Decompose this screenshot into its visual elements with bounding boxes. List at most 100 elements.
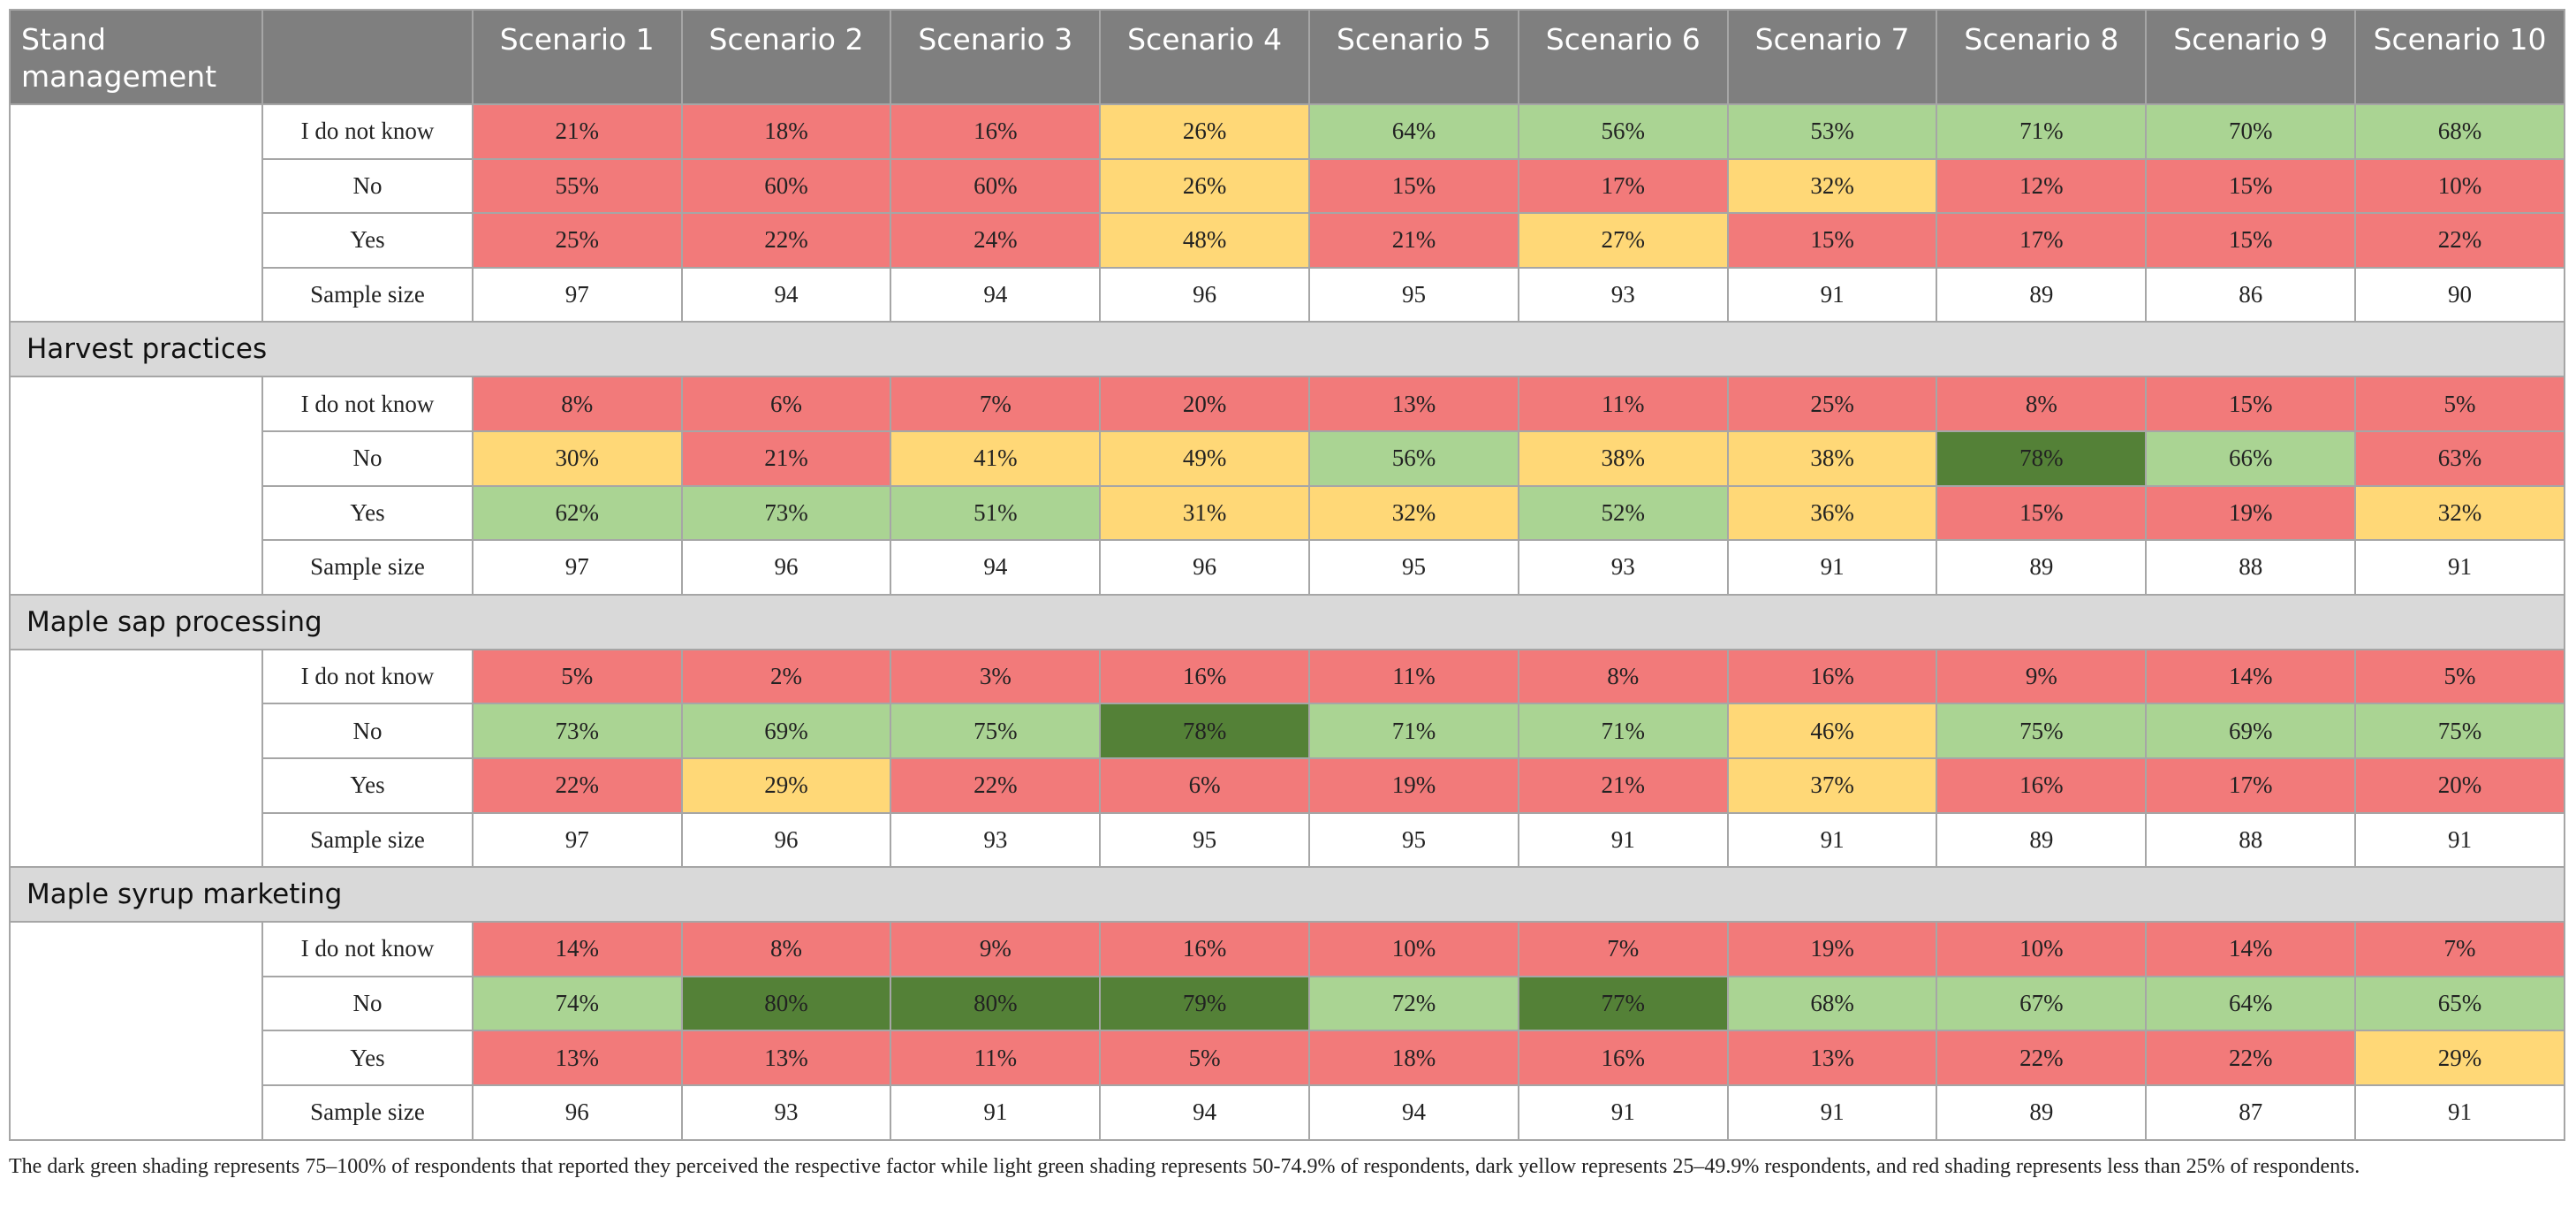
value-cell: 15% xyxy=(2145,157,2357,215)
value-cell: 74% xyxy=(471,975,683,1032)
value-cell: 95 xyxy=(1308,539,1519,596)
value-cell: 96 xyxy=(471,1083,683,1141)
value-cell: 26% xyxy=(1099,103,1311,160)
header-stand-management: Stand management xyxy=(8,9,264,105)
table-row: No 55% 60% 60% 26% 15% 17% 32% 12% 15% 10% xyxy=(10,157,2565,215)
value-cell: 94 xyxy=(890,539,1102,596)
header-scenario-10: Scenario 10 xyxy=(2354,9,2565,105)
value-cell: 20% xyxy=(1099,376,1311,432)
header-scenario-6: Scenario 6 xyxy=(1517,9,1729,105)
value-cell: 75% xyxy=(2354,703,2565,759)
value-cell: 69% xyxy=(2145,703,2357,759)
header-scenario-4: Scenario 4 xyxy=(1099,9,1311,105)
value-cell: 25% xyxy=(1726,376,1938,432)
value-cell: 20% xyxy=(2354,756,2565,814)
table-row: Yes 13% 13% 11% 5% 18% 16% 13% 22% 22% 29% xyxy=(10,1030,2565,1086)
table-row: I do not know 14% 8% 9% 16% 10% 7% 19% 10% 14% 7% xyxy=(8,921,2565,1141)
value-cell: 5% xyxy=(2354,376,2565,432)
value-cell: 8% xyxy=(1936,376,2148,432)
value-cell: 17% xyxy=(2145,756,2357,814)
value-cell: 10% xyxy=(1936,921,2148,977)
table-row: Sample size 97 94 94 96 95 93 91 89 86 90 xyxy=(10,266,2565,323)
value-cell: 96 xyxy=(1099,539,1311,596)
value-cell: 89 xyxy=(1936,1083,2148,1141)
row-label: Yes xyxy=(261,212,474,269)
value-cell: 25% xyxy=(471,212,683,269)
value-cell: 38% xyxy=(1517,430,1729,487)
row-label: I do not know xyxy=(261,921,474,977)
value-cell: 21% xyxy=(1308,212,1519,269)
value-cell: 95 xyxy=(1308,266,1519,323)
value-cell: 14% xyxy=(2145,648,2357,705)
table-row: Sample size 96 93 91 94 94 91 91 89 87 91 xyxy=(10,1083,2565,1141)
row-label: No xyxy=(261,157,474,215)
value-cell: 95 xyxy=(1099,811,1311,869)
row-label: I do not know xyxy=(261,103,474,160)
value-cell: 89 xyxy=(1936,539,2148,596)
header-blank xyxy=(261,9,474,105)
row-label: I do not know xyxy=(261,648,474,705)
value-cell: 90 xyxy=(2354,266,2565,323)
value-cell: 12% xyxy=(1936,157,2148,215)
row-label: Sample size xyxy=(261,539,474,596)
section-title: Maple sap processing xyxy=(9,593,2565,650)
value-cell: 94 xyxy=(1099,1083,1311,1141)
value-cell: 80% xyxy=(680,975,892,1032)
empty-category-cell xyxy=(8,103,264,323)
value-cell: 19% xyxy=(2145,484,2357,542)
value-cell: 80% xyxy=(890,975,1102,1032)
value-cell: 88 xyxy=(2145,539,2357,596)
value-cell: 22% xyxy=(680,212,892,269)
value-cell: 16% xyxy=(890,103,1102,160)
header-scenario-7: Scenario 7 xyxy=(1726,9,1938,105)
value-cell: 13% xyxy=(680,1030,892,1086)
value-cell: 22% xyxy=(890,756,1102,814)
value-cell: 22% xyxy=(2354,212,2565,269)
value-cell: 37% xyxy=(1726,756,1938,814)
value-cell: 7% xyxy=(890,376,1102,432)
value-cell: 8% xyxy=(1517,648,1729,705)
value-cell: 18% xyxy=(1308,1030,1519,1086)
row-label: I do not know xyxy=(261,376,474,432)
value-cell: 32% xyxy=(2354,484,2565,542)
value-cell: 78% xyxy=(1936,430,2148,487)
value-cell: 91 xyxy=(1517,811,1729,869)
value-cell: 89 xyxy=(1936,266,2148,323)
value-cell: 3% xyxy=(890,648,1102,705)
value-cell: 95 xyxy=(1308,811,1519,869)
value-cell: 49% xyxy=(1099,430,1311,487)
value-cell: 55% xyxy=(471,157,683,215)
value-cell: 9% xyxy=(890,921,1102,977)
value-cell: 7% xyxy=(2354,921,2565,977)
table-row: No 30% 21% 41% 49% 56% 38% 38% 78% 66% 63% xyxy=(10,430,2565,487)
table-header: Stand management Scenario 1 Scenario 2 Sce… xyxy=(8,9,2565,105)
value-cell: 79% xyxy=(1099,975,1311,1032)
header-scenario-3: Scenario 3 xyxy=(890,9,1102,105)
value-cell: 24% xyxy=(890,212,1102,269)
table-row: I do not know 21% 18% 16% 26% 64% 56% 53% 71% 70%… xyxy=(8,103,2565,323)
value-cell: 72% xyxy=(1308,975,1519,1032)
empty-category-cell xyxy=(8,376,264,596)
value-cell: 6% xyxy=(1099,756,1311,814)
value-cell: 15% xyxy=(2145,212,2357,269)
row-label: Yes xyxy=(261,756,474,814)
value-cell: 91 xyxy=(1726,1083,1938,1141)
value-cell: 2% xyxy=(680,648,892,705)
row-label: No xyxy=(261,430,474,487)
value-cell: 7% xyxy=(1517,921,1729,977)
value-cell: 60% xyxy=(890,157,1102,215)
value-cell: 65% xyxy=(2354,975,2565,1032)
value-cell: 94 xyxy=(890,266,1102,323)
value-cell: 94 xyxy=(1308,1083,1519,1141)
value-cell: 32% xyxy=(1308,484,1519,542)
value-cell: 38% xyxy=(1726,430,1938,487)
value-cell: 22% xyxy=(471,756,683,814)
value-cell: 17% xyxy=(1936,212,2148,269)
row-label: Sample size xyxy=(261,266,474,323)
value-cell: 32% xyxy=(1726,157,1938,215)
value-cell: 29% xyxy=(680,756,892,814)
row-label: Yes xyxy=(261,484,474,542)
value-cell: 41% xyxy=(890,430,1102,487)
value-cell: 5% xyxy=(471,648,683,705)
header-scenario-9: Scenario 9 xyxy=(2145,9,2357,105)
